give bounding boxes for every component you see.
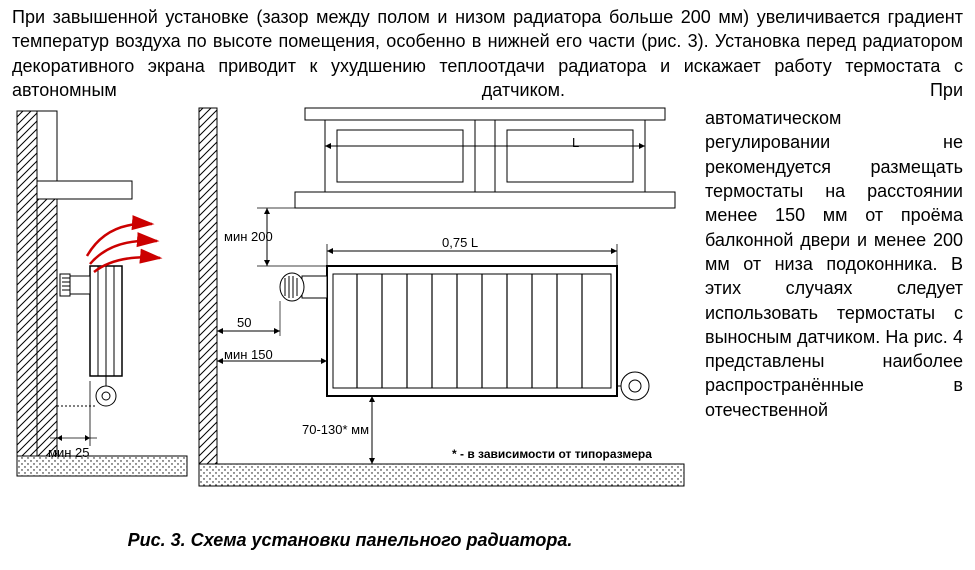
label-floor-gap: 70-130* мм: [302, 421, 369, 439]
label-L: L: [572, 134, 579, 152]
side-view-svg: [12, 106, 192, 496]
figure-caption: Рис. 3. Схема установки панельного радиа…: [0, 526, 700, 554]
diagram-footnote: * - в зависимости от типоразмера: [452, 446, 652, 462]
top-paragraph-text: При завышенной установке (зазор между по…: [12, 7, 963, 100]
label-min25: мин 25: [48, 444, 89, 462]
label-50: 50: [237, 314, 251, 332]
label-min200: мин 200: [224, 228, 273, 246]
radiator-diagram: мин 25: [12, 106, 697, 526]
right-paragraph: автоматическом регулировании не рекоменд…: [697, 106, 963, 526]
right-paragraph-text: автоматическом регулировании не рекоменд…: [705, 108, 963, 420]
top-paragraph: При завышенной установке (зазор между по…: [0, 0, 975, 106]
label-075L: 0,75 L: [442, 234, 478, 252]
label-min150: мин 150: [224, 346, 273, 364]
